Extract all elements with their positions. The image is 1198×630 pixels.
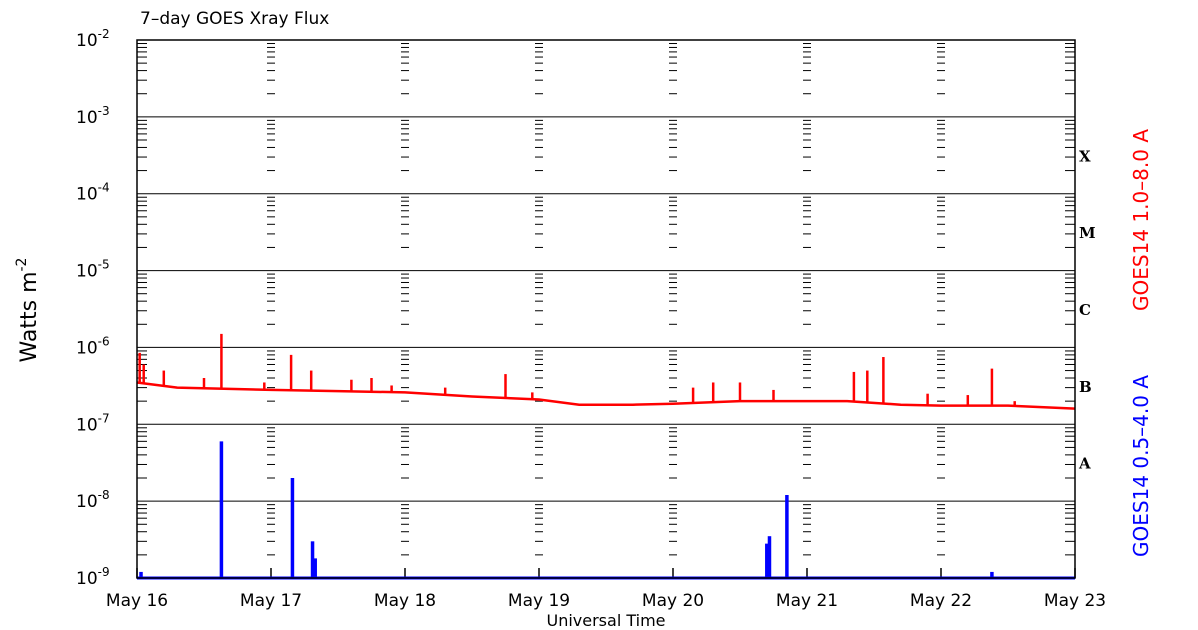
y-tick-exponent: -6 xyxy=(98,334,110,348)
plot-grid xyxy=(137,43,1075,556)
y-tick-exponent: -3 xyxy=(98,104,110,118)
x-tick-label: May 23 xyxy=(1044,591,1106,611)
y-axis-label-exponent: -2 xyxy=(14,258,30,272)
y-tick-exponent: -2 xyxy=(98,27,110,41)
flare-class-label: X xyxy=(1079,147,1091,165)
flare-class-label: A xyxy=(1078,455,1091,473)
flare-class-label: M xyxy=(1079,224,1096,242)
y-axis-label-text: Watts m xyxy=(17,272,42,363)
y-tick-label: 10-5 xyxy=(76,258,110,282)
x-axis-ticks: May 16 May 17 May 18 May 19 May 20 May 21 May … xyxy=(106,568,1106,611)
x-tick-label: May 20 xyxy=(642,591,704,611)
y-tick-base: 10 xyxy=(76,569,98,589)
x-tick-label: May 16 xyxy=(106,591,168,611)
right-label-long: GOES14 1.0–8.0 A xyxy=(1129,129,1153,311)
y-tick-label: 10-2 xyxy=(76,27,110,51)
x-tick-label: May 18 xyxy=(374,591,436,611)
y-tick-base: 10 xyxy=(76,108,98,128)
y-tick-base: 10 xyxy=(76,492,98,512)
x-tick-label: May 21 xyxy=(776,591,838,611)
y-tick-exponent: -7 xyxy=(98,411,110,425)
series-long-baseline xyxy=(136,381,1076,410)
y-tick-label: 10-6 xyxy=(76,334,110,358)
y-tick-base: 10 xyxy=(76,338,98,358)
y-tick-label: 10-7 xyxy=(76,411,110,435)
x-tick-label: May 17 xyxy=(240,591,302,611)
y-tick-base: 10 xyxy=(76,415,98,435)
y-tick-exponent: -4 xyxy=(98,181,110,195)
data-series xyxy=(136,333,1076,580)
flare-class-label: B xyxy=(1079,378,1092,396)
right-label-short: GOES14 0.5–4.0 A xyxy=(1129,375,1153,557)
y-tick-exponent: -9 xyxy=(98,565,110,579)
x-tick-label: May 22 xyxy=(910,591,972,611)
y-tick-exponent: -8 xyxy=(98,488,110,502)
y-tick-base: 10 xyxy=(76,31,98,51)
y-tick-exponent: -5 xyxy=(98,258,110,272)
y-tick-label: 10-9 xyxy=(76,565,110,589)
x-tick-label: May 19 xyxy=(508,591,570,611)
chart-title: 7–day GOES Xray Flux xyxy=(140,9,329,29)
flare-class-labels: X M C B A xyxy=(1078,147,1096,472)
flare-class-label: C xyxy=(1079,301,1091,319)
y-tick-base: 10 xyxy=(76,185,98,205)
y-tick-label: 10-8 xyxy=(76,488,110,512)
y-axis-ticks: 10-910-810-710-610-510-410-310-2 xyxy=(76,27,110,589)
plot-frame xyxy=(136,39,1076,579)
y-tick-label: 10-3 xyxy=(76,104,110,128)
y-axis-label: Watts m-2 xyxy=(14,258,42,363)
y-tick-label: 10-4 xyxy=(76,181,110,205)
x-axis-label: Universal Time xyxy=(546,611,665,630)
y-tick-base: 10 xyxy=(76,262,98,282)
